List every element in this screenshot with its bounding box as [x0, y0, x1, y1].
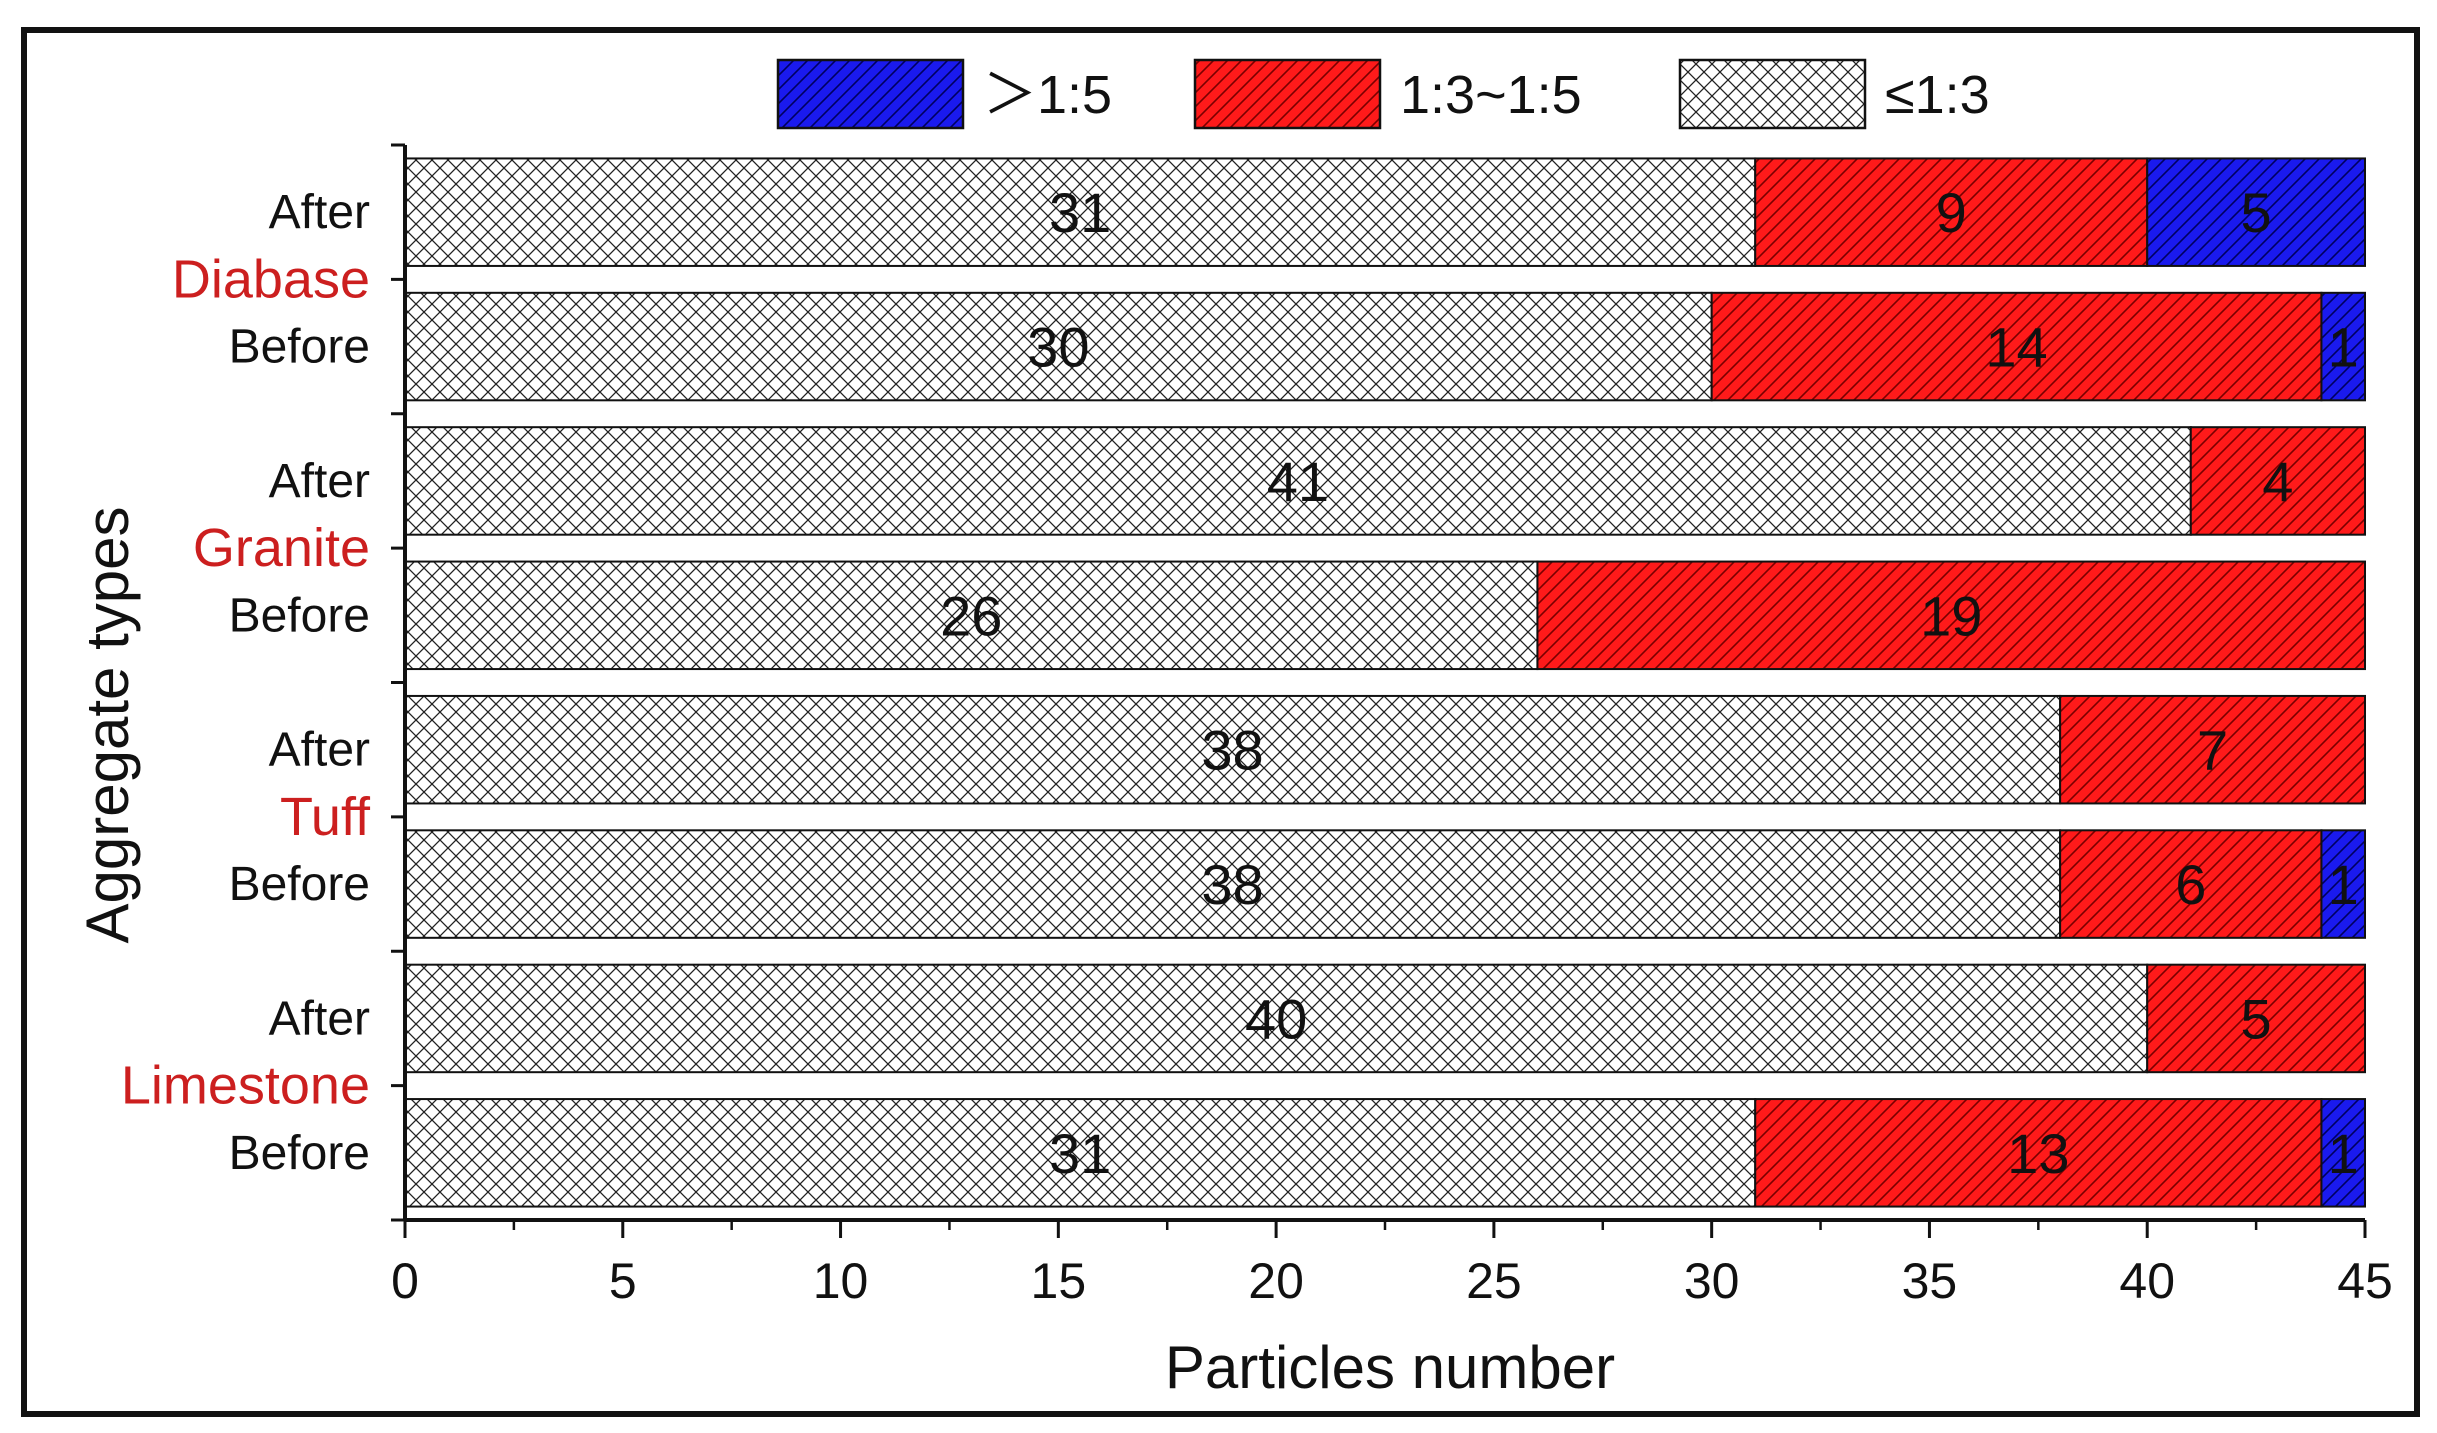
data-label: 26: [940, 584, 1002, 647]
bar-granite-after-seg0: [404, 426, 2192, 536]
category-label-before: Before: [229, 858, 370, 911]
bars-layer: [404, 157, 2367, 1208]
bar-tuff-before-seg0: [404, 829, 2062, 939]
axes-layer: 0 5 10 15 20 25 30 35 40 45: [391, 143, 2393, 1309]
x-tick-label: 10: [813, 1253, 869, 1309]
bar-tuff-after-seg0: [404, 694, 2062, 805]
group-label-limestone: Limestone: [121, 1056, 370, 1116]
data-label: 40: [1245, 987, 1307, 1050]
data-label: 1: [2328, 316, 2359, 379]
data-label: 13: [2007, 1122, 2069, 1185]
data-label: 9: [1936, 181, 1967, 244]
legend-label: ≤1:3: [1885, 65, 1990, 125]
x-tick-label: 20: [1248, 1253, 1304, 1309]
x-tick-label: 30: [1684, 1253, 1740, 1309]
x-tick-label: 25: [1466, 1253, 1522, 1309]
x-axis-title: Particles number: [1165, 1334, 1615, 1401]
bar-limestone-before-seg2: [2320, 1098, 2366, 1208]
data-label: 5: [2241, 987, 2272, 1050]
data-label: 31: [1049, 181, 1111, 244]
data-label: 41: [1267, 450, 1329, 513]
legend-swatch: [1193, 58, 1382, 130]
bar-diabase-after-seg1: [1754, 157, 2149, 267]
data-label: 7: [2197, 719, 2228, 782]
x-tick-label: 45: [2337, 1253, 2393, 1309]
bar-limestone-after-seg1: [2146, 963, 2366, 1074]
bar-diabase-before-seg2: [2320, 291, 2366, 402]
x-tick-label: 5: [609, 1253, 637, 1309]
legend: ＞1:5 1:3~1:5 ≤1:3: [776, 58, 1990, 130]
bar-granite-before-seg0: [404, 560, 1539, 671]
legend-swatch: [1678, 58, 1867, 130]
data-label: 4: [2262, 450, 2293, 513]
x-tick-label: 35: [1902, 1253, 1958, 1309]
bar-granite-before-seg1: [1536, 560, 2366, 671]
category-label-after: After: [269, 455, 370, 508]
y-axis-title: Aggregate types: [74, 507, 141, 944]
group-label-granite: Granite: [193, 518, 370, 578]
group-label-diabase: Diabase: [172, 249, 370, 309]
data-label: 14: [1985, 316, 2047, 379]
bar-tuff-before-seg2: [2320, 829, 2366, 939]
data-label: 19: [1920, 584, 1982, 647]
x-tick-label: 40: [2119, 1253, 2175, 1309]
x-tick-label: 0: [391, 1253, 419, 1309]
data-label: 1: [2328, 1122, 2359, 1185]
legend-label: 1:3~1:5: [1400, 65, 1582, 125]
data-label: 30: [1027, 316, 1089, 379]
category-label-after: After: [269, 992, 370, 1045]
data-label: 38: [1201, 719, 1263, 782]
bar-tuff-before-seg1: [2059, 829, 2323, 939]
bar-diabase-after-seg2: [2146, 157, 2366, 267]
category-label-before: Before: [229, 1127, 370, 1180]
legend-swatch: [776, 58, 965, 130]
bar-diabase-before-seg0: [404, 291, 1713, 402]
bar-granite-after-seg1: [2189, 426, 2367, 536]
legend-label: ＞1:5: [983, 65, 1112, 125]
bar-tuff-after-seg1: [2059, 694, 2366, 805]
data-label: 6: [2175, 853, 2206, 916]
category-label-after: After: [269, 186, 370, 239]
data-label: 1: [2328, 853, 2359, 916]
x-tick-label: 15: [1031, 1253, 1087, 1309]
category-label-before: Before: [229, 321, 370, 374]
bar-limestone-before-seg1: [1754, 1098, 2323, 1208]
data-label: 31: [1049, 1122, 1111, 1185]
bar-diabase-before-seg1: [1710, 291, 2323, 402]
category-label-before: Before: [229, 589, 370, 642]
bar-diabase-after-seg0: [404, 157, 1757, 267]
group-label-tuff: Tuff: [280, 787, 371, 847]
data-label: 38: [1201, 853, 1263, 916]
category-label-after: After: [269, 724, 370, 777]
data-label: 5: [2241, 181, 2272, 244]
